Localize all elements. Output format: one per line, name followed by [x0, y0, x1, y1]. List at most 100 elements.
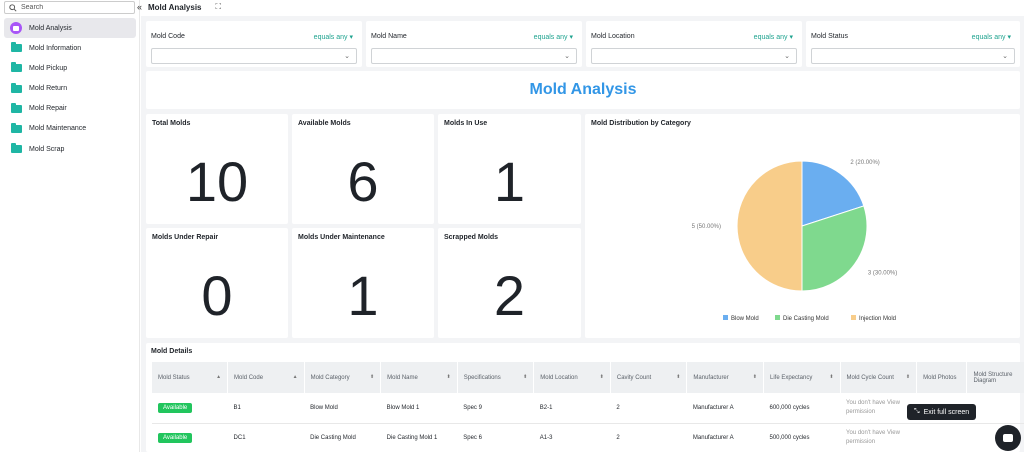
table-cell: You don't have View permission: [840, 393, 917, 424]
pie-chart: 2 (20.00%) 3 (30.00%) 5 (50.00%) Blow Mold D…: [692, 160, 898, 322]
stat-molds-in-use: Molds In Use 1: [438, 114, 581, 224]
pie-slice[interactable]: [801, 160, 865, 227]
mold-details-panel: Mold Details Mold Status ▲ Mold Code ▲ Mold …: [146, 343, 1024, 452]
pie-slice[interactable]: [801, 205, 868, 292]
column-header-label: Mold Name: [387, 374, 418, 381]
legend-label[interactable]: Die Casting Mold: [783, 316, 829, 322]
sidebar-nav: Mold Analysis Mold Information Mold Pick…: [4, 18, 136, 159]
table-cell: 600,000 cycles: [763, 393, 841, 424]
sidebar-item-mold-analysis[interactable]: Mold Analysis: [4, 18, 136, 38]
exit-fullscreen-tooltip: ⤡ Exit full screen: [907, 404, 977, 420]
filter-label: Mold Location: [591, 33, 635, 40]
chevron-down-icon: ⌄: [1002, 53, 1008, 60]
sort-icon[interactable]: ⬍: [446, 374, 451, 380]
sidebar-item-mold-return[interactable]: Mold Return: [4, 79, 136, 99]
folder-icon: [10, 82, 22, 95]
sidebar-item-mold-information[interactable]: Mold Information: [4, 38, 136, 58]
sidebar-item-label: Mold Repair: [29, 105, 67, 113]
stat-value: 6: [347, 150, 379, 213]
legend-label[interactable]: Blow Mold: [731, 316, 759, 322]
chevron-down-icon: ⌄: [344, 53, 350, 60]
filter-mold-location: Mold Location equals any ⌄: [586, 21, 802, 67]
column-header[interactable]: Mold Location ⬍: [533, 362, 611, 393]
legend-label[interactable]: Injection Mold: [859, 316, 896, 322]
column-header[interactable]: Mold Status ▲: [152, 362, 229, 393]
search-icon: [9, 3, 17, 12]
sort-icon[interactable]: ⬍: [905, 374, 911, 380]
sort-icon[interactable]: ⬍: [523, 374, 528, 380]
sort-icon[interactable]: ⬍: [369, 374, 375, 380]
main-content: Mold Code equals any ⌄ Mold Name equals …: [141, 16, 1024, 452]
filter-select[interactable]: ⌄: [811, 48, 1015, 64]
search-box[interactable]: [4, 1, 135, 14]
table-cell: DC1: [227, 423, 305, 452]
table-cell: Blow Mold: [304, 393, 381, 424]
sidebar-item-mold-repair[interactable]: Mold Repair: [4, 99, 136, 119]
table-cell: Available: [152, 393, 228, 424]
pie-slice[interactable]: [736, 160, 803, 292]
filter-mold-code: Mold Code equals any ⌄: [146, 21, 362, 67]
column-header[interactable]: Mold Cycle Count ⬍: [840, 362, 918, 393]
table-cell: Die Casting Mold: [304, 423, 381, 452]
stat-value: 2: [493, 264, 526, 327]
filter-select[interactable]: ⌄: [371, 48, 577, 64]
sidebar-item-mold-pickup[interactable]: Mold Pickup: [4, 58, 136, 78]
table-cell: Spec 9: [457, 393, 534, 424]
sort-icon[interactable]: ⬍: [599, 374, 604, 380]
table-cell: Die Casting Mold 1: [380, 423, 458, 452]
sort-icon[interactable]: ⬍: [676, 374, 681, 380]
chat-icon[interactable]: [995, 425, 1021, 451]
table-cell: [966, 393, 1024, 424]
column-header-label: Mold Location: [540, 374, 578, 381]
sidebar-item-mold-maintenance[interactable]: Mold Maintenance: [4, 119, 136, 139]
column-header[interactable]: Specifications ⬍: [457, 362, 535, 393]
sidebar-item-label: Mold Scrap: [29, 145, 65, 153]
fullscreen-icon[interactable]: ⛶: [215, 2, 222, 11]
column-header-label: Life Expectancy: [769, 374, 813, 381]
filter-operator[interactable]: equals any: [754, 33, 793, 41]
search-input[interactable]: [21, 4, 131, 11]
column-header[interactable]: Cavity Count ⬍: [610, 362, 688, 393]
filter-label: Mold Name: [371, 33, 407, 40]
column-header[interactable]: Manufacturer ⬍: [686, 362, 764, 393]
stat-available-molds: Available Molds 6: [292, 114, 434, 224]
column-header[interactable]: Mold Structure Diagram: [966, 362, 1024, 393]
stat-molds-under-repair: Molds Under Repair 0: [146, 228, 288, 338]
sort-icon[interactable]: ⬍: [829, 374, 834, 380]
sort-asc-icon[interactable]: ▲: [216, 374, 222, 380]
column-header-label: Mold Code: [234, 374, 264, 381]
column-header[interactable]: Life Expectancy ⬍: [763, 362, 841, 393]
filter-select[interactable]: ⌄: [591, 48, 797, 64]
table-body: Available B1 Blow Mold Blow Mold 1 Spec 9 B2-…: [152, 393, 1024, 452]
filter-operator[interactable]: equals any: [314, 33, 353, 41]
folder-icon: [10, 62, 22, 74]
table-row[interactable]: Available DC1 Die Casting Mold Die Casting …: [152, 423, 1024, 452]
sort-icon[interactable]: ⬍: [752, 374, 757, 380]
sidebar-item-label: Mold Pickup: [29, 64, 68, 72]
stat-molds-under-maintenance: Molds Under Maintenance 1: [292, 228, 434, 338]
collapse-sidebar-icon[interactable]: «: [137, 2, 143, 12]
column-header[interactable]: Mold Name ⬍: [380, 362, 458, 393]
stat-label: Molds In Use: [444, 120, 488, 127]
table-cell: 2: [610, 393, 687, 424]
filter-operator[interactable]: equals any: [972, 33, 1011, 41]
chart-title: Mold Distribution by Category: [591, 120, 691, 127]
dashboard-banner: Mold Analysis: [146, 71, 1020, 109]
filter-operator[interactable]: equals any: [534, 33, 573, 41]
page-title: Mold Analysis: [148, 2, 202, 12]
table-row[interactable]: Available B1 Blow Mold Blow Mold 1 Spec 9 B2-…: [152, 393, 1024, 424]
folder-icon: [10, 42, 22, 54]
table-cell: B2-1: [533, 393, 611, 424]
sort-asc-icon[interactable]: ▲: [292, 374, 298, 380]
legend-swatch: [723, 315, 728, 320]
column-header[interactable]: Mold Category ⬍: [304, 362, 382, 393]
status-badge: Available: [158, 402, 193, 413]
filter-select[interactable]: ⌄: [151, 48, 357, 64]
column-header-label: Mold Category: [310, 374, 350, 381]
banner-title: Mold Analysis: [529, 81, 637, 98]
column-header[interactable]: Mold Code ▲: [227, 362, 305, 393]
sidebar-item-mold-scrap[interactable]: Mold Scrap: [4, 139, 136, 159]
table-cell: Blow Mold 1: [380, 393, 458, 424]
column-header[interactable]: Mold Photos: [916, 362, 968, 393]
column-header-label: Specifications: [463, 374, 501, 381]
